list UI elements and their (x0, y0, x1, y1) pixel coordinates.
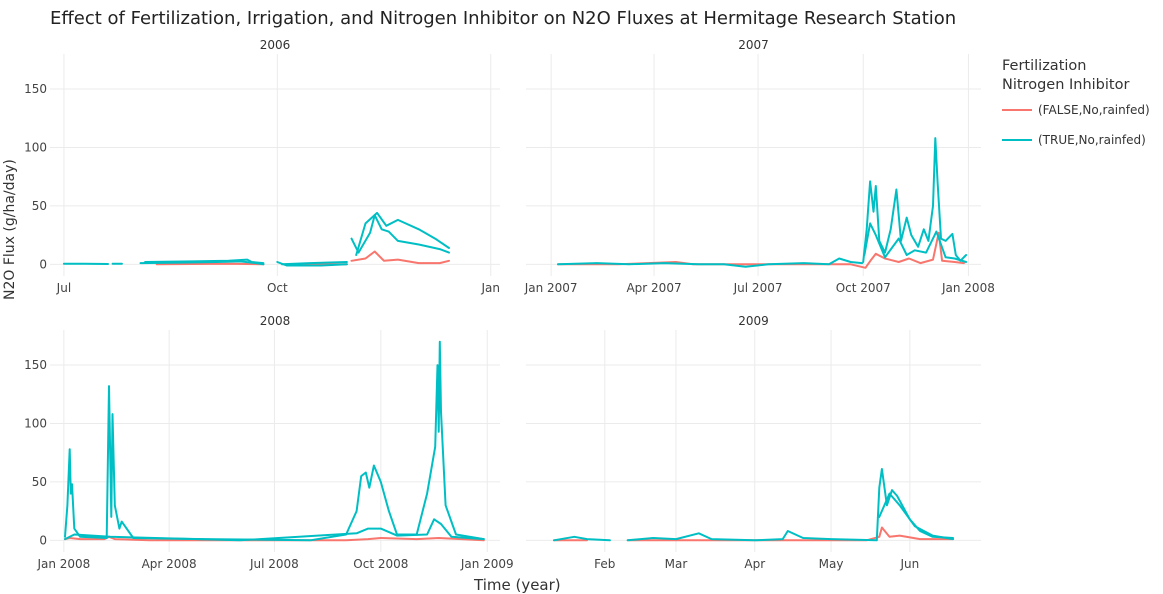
y-tick-label: 150 (24, 82, 47, 96)
panel-strip-2009: 2009 (738, 314, 769, 328)
x-tick-label: Apr (744, 557, 765, 571)
y-tick-label: 100 (24, 140, 47, 154)
x-tick-label: Apr 2008 (142, 557, 197, 571)
x-tick-label: Jul 2007 (733, 281, 783, 295)
x-tick-label: Jul 2008 (249, 557, 299, 571)
x-tick-label: Apr 2007 (626, 281, 681, 295)
panel-strip-2007: 2007 (738, 38, 769, 52)
y-tick-label: 0 (39, 257, 47, 271)
y-tick-label: 50 (32, 475, 47, 489)
x-tick-label: Jan 2009 (460, 557, 514, 571)
x-tick-label: Jun (899, 557, 919, 571)
x-tick-label: Oct (267, 281, 288, 295)
x-tick-label: Oct 2007 (836, 281, 891, 295)
series-line-true-2007 (558, 259, 862, 267)
y-tick-label: 150 (24, 358, 47, 372)
y-tick-label: 0 (39, 533, 47, 547)
series-line-true-2009 (628, 469, 953, 540)
x-tick-label: Feb (594, 557, 615, 571)
x-tick-label: Jan 2007 (524, 281, 578, 295)
panel-strip-2006: 2006 (260, 38, 291, 52)
x-tick-label: Jan 2008 (941, 281, 995, 295)
x-tick-label: Jan (480, 281, 500, 295)
x-tick-label: Oct 2008 (353, 557, 408, 571)
y-tick-label: 100 (24, 416, 47, 430)
x-tick-label: Mar (665, 557, 688, 571)
x-tick-label: Jan 2008 (36, 557, 90, 571)
series-line-false-2007 (558, 233, 964, 268)
panel-strip-2008: 2008 (260, 314, 291, 328)
series-line-false-2006 (157, 264, 264, 265)
x-tick-label: May (819, 557, 844, 571)
y-tick-label: 50 (32, 199, 47, 213)
x-tick-label: Jul (56, 281, 71, 295)
series-line-true-2009 (879, 494, 953, 539)
series-line-false-2006 (352, 252, 450, 264)
